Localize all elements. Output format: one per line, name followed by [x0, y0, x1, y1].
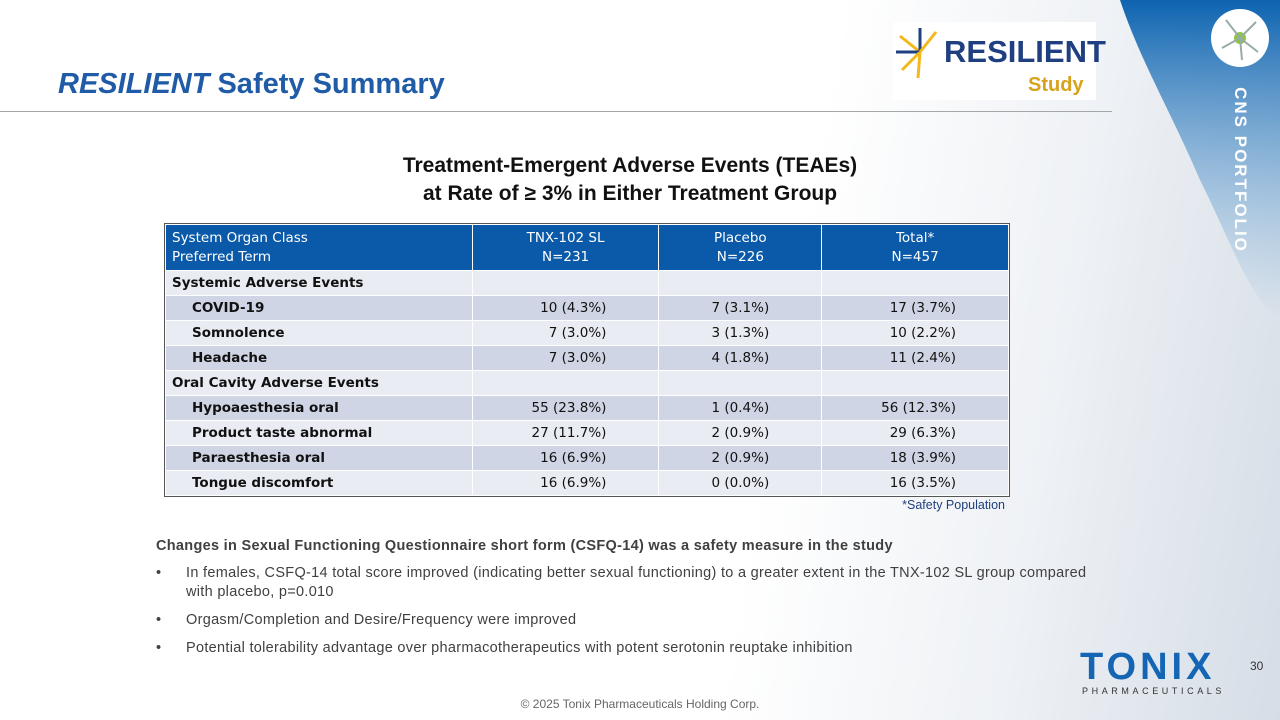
- value-cell: 27 (11.7%): [471, 420, 660, 446]
- value-cell: 0 (0.0%): [658, 470, 823, 496]
- empty-cell: [658, 370, 823, 396]
- value-cell: 10 (4.3%): [471, 295, 660, 321]
- header-cell: Total* N=457: [821, 224, 1009, 271]
- header-line: N=226: [716, 248, 764, 265]
- title-text: Safety Summary: [217, 68, 445, 100]
- data-row: Paraesthesia oral 16 (6.9%) 2 (0.9%) 18 (3.…: [165, 445, 1009, 471]
- value-cell: 3 (1.3%): [658, 320, 823, 346]
- page-number: 30: [1250, 659, 1264, 673]
- term-cell: Headache: [165, 345, 473, 371]
- title-rule: [0, 111, 1112, 112]
- bullet: In females, CSFQ-14 total score improved…: [156, 564, 1106, 602]
- group-row: Oral Cavity Adverse Events: [165, 370, 1009, 396]
- table-title: Treatment-Emergent Adverse Events (TEAEs…: [330, 152, 930, 208]
- header-cell: System Organ Class Preferred Term: [165, 224, 473, 271]
- header-cell: TNX-102 SL N=231: [471, 224, 660, 271]
- value-cell: 55 (23.8%): [471, 395, 660, 421]
- data-row: Headache 7 (3.0%) 4 (1.8%) 11 (2.4%): [165, 345, 1009, 371]
- notes-heading: Changes in Sexual Functioning Questionna…: [156, 538, 893, 554]
- term-cell: Product taste abnormal: [165, 420, 473, 446]
- value-cell: 56 (12.3%): [821, 395, 1009, 421]
- ae-table: System Organ Class Preferred Term TNX-102 …: [164, 223, 1010, 497]
- empty-cell: [471, 370, 660, 396]
- footnote: *Safety Population: [902, 498, 1005, 512]
- logo-burst: [896, 28, 938, 79]
- header-line: N=231: [541, 248, 590, 265]
- header-line: Placebo: [713, 229, 767, 246]
- header-line: N=457: [891, 248, 939, 265]
- logo-box: [893, 22, 1096, 100]
- empty-cell: [821, 370, 1009, 396]
- value-cell: 18 (3.9%): [821, 445, 1009, 471]
- value-cell: 16 (6.9%): [471, 470, 660, 496]
- data-row: Hypoaesthesia oral 55 (23.8%) 1 (0.4%) 56 (…: [165, 395, 1009, 421]
- term-cell: COVID-19: [165, 295, 473, 321]
- value-cell: 7 (3.0%): [471, 320, 660, 346]
- value-cell: 7 (3.0%): [471, 345, 660, 371]
- value-cell: 2 (0.9%): [658, 445, 823, 471]
- value-cell: 16 (3.5%): [821, 470, 1009, 496]
- slide-title: RESILIENT Safety Summary: [58, 68, 445, 101]
- side-band: [1120, 0, 1280, 320]
- empty-cell: [821, 270, 1009, 296]
- header-line: System Organ Class: [172, 229, 308, 246]
- company-sub: PHARMACEUTICALS: [1082, 686, 1226, 696]
- data-row: Product taste abnormal 27 (11.7%) 2 (0.9%)…: [165, 420, 1009, 446]
- copyright: © 2025 Tonix Pharmaceuticals Holding Cor…: [520, 697, 760, 711]
- term-cell: Paraesthesia oral: [165, 445, 473, 471]
- notes: Changes in Sexual Functioning Questionna…: [156, 538, 1106, 667]
- logo-sub: Study: [1028, 74, 1084, 96]
- value-cell: 16 (6.9%): [471, 445, 660, 471]
- header-line: Preferred Term: [172, 248, 271, 265]
- value-cell: 1 (0.4%): [658, 395, 823, 421]
- bullet: Potential tolerability advantage over ph…: [156, 639, 1106, 658]
- value-cell: 2 (0.9%): [658, 420, 823, 446]
- value-cell: 7 (3.1%): [658, 295, 823, 321]
- value-cell: 11 (2.4%): [821, 345, 1009, 371]
- term-cell: Tongue discomfort: [165, 470, 473, 496]
- value-cell: 10 (2.2%): [821, 320, 1009, 346]
- empty-cell: [471, 270, 660, 296]
- group-name: Oral Cavity Adverse Events: [165, 370, 473, 396]
- empty-cell: [658, 270, 823, 296]
- title-emphasis: RESILIENT: [58, 68, 210, 100]
- company-logo: TONIX: [1080, 646, 1216, 688]
- data-row: COVID-19 10 (4.3%) 7 (3.1%) 17 (3.7%): [165, 295, 1009, 321]
- data-row: Tongue discomfort 16 (6.9%) 0 (0.0%) 16 (3.…: [165, 470, 1009, 496]
- table-title-line: at Rate of ≥ 3% in Either Treatment Grou…: [422, 182, 838, 205]
- side-label: CNS PORTFOLIO: [1231, 87, 1250, 253]
- term-cell: Hypoaesthesia oral: [165, 395, 473, 421]
- header-cell: Placebo N=226: [658, 224, 823, 271]
- table-title-line: Treatment-Emergent Adverse Events (TEAEs…: [402, 154, 858, 177]
- group-name: Systemic Adverse Events: [165, 270, 473, 296]
- value-cell: 29 (6.3%): [821, 420, 1009, 446]
- header-line: Total*: [895, 229, 935, 246]
- group-row: Systemic Adverse Events: [165, 270, 1009, 296]
- term-cell: Somnolence: [165, 320, 473, 346]
- data-row: Somnolence 7 (3.0%) 3 (1.3%) 10 (2.2%): [165, 320, 1009, 346]
- value-cell: 17 (3.7%): [821, 295, 1009, 321]
- bullet: Orgasm/Completion and Desire/Frequency w…: [156, 611, 1106, 630]
- header-row: System Organ Class Preferred Term TNX-102 …: [165, 224, 1009, 271]
- value-cell: 4 (1.8%): [658, 345, 823, 371]
- header-line: TNX-102 SL: [526, 229, 605, 246]
- logo-text: RESILIENT: [944, 34, 1106, 69]
